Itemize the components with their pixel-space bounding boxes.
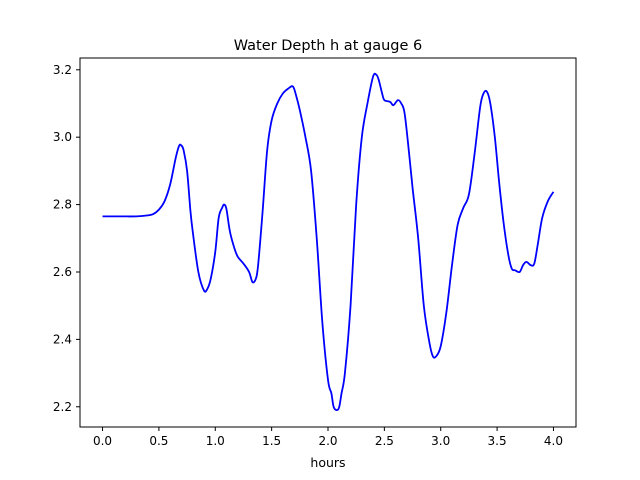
x-tick-label: 1.5 [262,434,281,448]
x-tick-label: 4.0 [544,434,563,448]
series-line [102,72,555,412]
x-tick-label: 2.5 [375,434,394,448]
y-tick-label: 2.2 [53,400,72,414]
y-tick-label: 2.4 [53,332,72,346]
x-tick-label: 0.5 [149,434,168,448]
y-tick-label: 3.0 [53,130,72,144]
x-axis: 0.0 0.5 1.0 1.5 2.0 2.5 3.0 3.5 4.0 [93,427,563,448]
y-axis: 2.2 2.4 2.6 2.8 3.0 3.2 [53,63,80,414]
x-tick-label: 1.0 [206,434,225,448]
y-tick-label: 2.6 [53,265,72,279]
x-tick-label: 3.0 [431,434,450,448]
x-tick-label: 0.0 [93,434,112,448]
y-tick-label: 3.2 [53,63,72,77]
plot-area [102,72,555,412]
y-tick-label: 2.8 [53,198,72,212]
x-tick-label: 3.5 [488,434,507,448]
x-axis-label: hours [310,455,345,470]
chart-title: Water Depth h at gauge 6 [234,38,422,54]
x-tick-label: 2.0 [318,434,337,448]
